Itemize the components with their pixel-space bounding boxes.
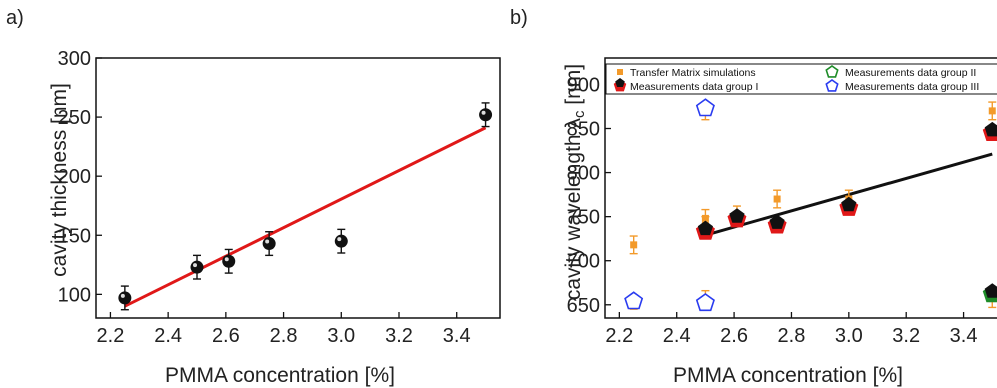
data-point	[262, 237, 276, 251]
legend-marker-group-1-shadow	[615, 78, 625, 87]
x-tick-label: 2.2	[605, 325, 633, 347]
y-axis-label-b: cavity wavelength λc [nm]	[562, 64, 588, 300]
fit-line	[124, 126, 487, 308]
y-tick-label: 900	[567, 74, 600, 96]
data-point-pentagon-shadow	[841, 196, 857, 212]
x-tick-label: 3.0	[327, 325, 355, 347]
plot-frame	[95, 57, 501, 319]
x-tick-label: 3.0	[835, 325, 863, 347]
y-tick-label: 850	[567, 119, 600, 141]
data-point	[222, 254, 236, 268]
x-tick-label: 3.4	[443, 325, 471, 347]
x-tick-label: 2.8	[778, 325, 806, 347]
x-axis-label-b: PMMA concentration [%]	[673, 364, 903, 387]
x-tick-label: 2.8	[270, 325, 298, 347]
y-axis-label-b-sub: c	[571, 110, 588, 118]
legend-label-group-2: Measurements data group II	[845, 67, 976, 79]
data-point-highlight	[224, 257, 229, 262]
legend-label-group-3: Measurements data group III	[845, 81, 979, 93]
data-point-square	[773, 195, 781, 203]
data-point-square	[630, 241, 638, 249]
chart-b: 2.2 2.4 2.6 2.8 3.0 3.2 3.4 650 700 750 800 850 900	[567, 57, 997, 347]
data-point	[334, 234, 348, 248]
x-tick-label: 2.6	[212, 325, 240, 347]
y-tick-label: 700	[567, 251, 600, 273]
data-point-highlight	[120, 293, 125, 298]
data-point-highlight	[337, 237, 342, 242]
y-tick-label: 300	[58, 48, 91, 70]
data-point-square	[988, 107, 996, 115]
y-tick-label: 200	[58, 166, 91, 188]
data-point-pentagon-shadow	[729, 208, 745, 223]
data-point-pentagon	[695, 293, 715, 312]
data-point-pentagon-shadow	[697, 220, 713, 236]
data-point-pentagon	[624, 291, 644, 310]
panel-b-label: b)	[510, 7, 528, 29]
legend-label-group-1: Measurements data group I	[630, 81, 758, 93]
x-axis-label-a: PMMA concentration [%]	[165, 364, 395, 387]
y-tick-label: 150	[58, 225, 91, 247]
data-point-highlight	[265, 239, 270, 244]
data-point-pentagon-shadow	[984, 283, 997, 298]
y-tick-label: 250	[58, 107, 91, 129]
legend-label-tm: Transfer Matrix simulations	[630, 67, 756, 79]
x-tick-label: 3.2	[385, 325, 413, 347]
data-point-highlight	[193, 263, 197, 268]
x-tick-label: 2.6	[720, 325, 748, 347]
y-tick-label: 650	[567, 295, 600, 317]
y-axis-label-a: cavity thickness [nm]	[48, 83, 71, 277]
x-tick-label: 3.2	[892, 325, 920, 347]
data-point	[479, 108, 493, 122]
data-point-highlight	[481, 110, 486, 115]
y-tick-label: 800	[567, 163, 600, 185]
x-tick-label: 2.4	[154, 325, 182, 347]
data-point-pentagon-shadow	[984, 121, 997, 137]
x-tick-label: 3.4	[950, 325, 978, 347]
legend-marker-tm	[617, 69, 623, 75]
chart-a: 2.2 2.4 2.6 2.8 3.0 3.2 3.4 100 150 200 250 300	[58, 48, 501, 347]
data-point	[190, 260, 204, 274]
legend-marker-group-3	[825, 79, 839, 92]
panel-a-label: a)	[6, 7, 24, 29]
data-point-pentagon	[695, 98, 715, 117]
data-point-pentagon-shadow	[769, 214, 785, 229]
data-point	[118, 291, 132, 305]
y-tick-label: 750	[567, 207, 600, 229]
y-tick-label: 100	[58, 284, 91, 306]
x-tick-label: 2.2	[97, 325, 125, 347]
x-tick-label: 2.4	[663, 325, 691, 347]
plot-frame	[604, 57, 997, 319]
y-axis-label-b-main: cavity wavelength λ	[562, 118, 585, 301]
legend-marker-group-2	[825, 65, 839, 78]
y-axis-label-b-unit: [nm]	[562, 64, 585, 111]
legend: Transfer Matrix simulations Measurements…	[605, 63, 997, 95]
